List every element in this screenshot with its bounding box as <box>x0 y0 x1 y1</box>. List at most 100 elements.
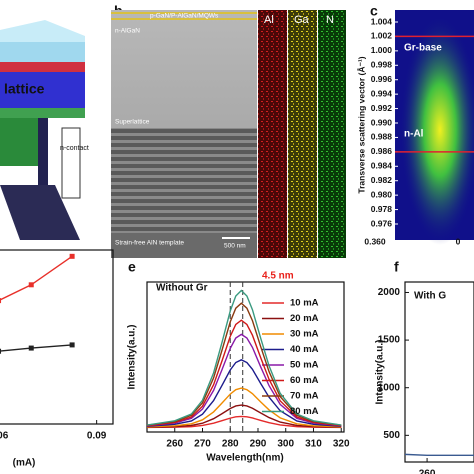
series-line <box>404 453 474 457</box>
layer <box>0 72 85 108</box>
panel-letter: e <box>128 259 136 275</box>
layer <box>0 20 85 42</box>
panel-letter: c <box>370 3 378 19</box>
y-tick-label: 0.984 <box>371 161 393 171</box>
map-label: Gr-base <box>404 43 442 54</box>
y-tick-label: 0.994 <box>371 88 393 98</box>
legend-label: 70 mA <box>290 391 319 402</box>
series-line <box>0 344 73 352</box>
x-tick-label: 280 <box>222 439 239 450</box>
series-line <box>0 255 73 301</box>
panel-a: lattice n-contact <box>0 20 89 240</box>
contact-label: n-contact <box>60 145 89 152</box>
layer <box>0 108 85 118</box>
y-tick-label: 0.990 <box>371 117 393 127</box>
series-line <box>146 289 342 426</box>
x-axis-label: (mA) <box>13 458 36 469</box>
map-intensity <box>400 15 474 245</box>
y-tick-label: 0.996 <box>371 74 393 84</box>
annotation: 4.5 nm <box>262 271 294 282</box>
panel-b: b p-GaN/P-AlGaN/MQWs n-AlGaN Superlattic… <box>111 3 346 258</box>
stripe <box>111 18 257 20</box>
edx-map <box>258 10 287 258</box>
plot-frame <box>404 281 474 463</box>
y-tick-label: 2000 <box>378 287 401 298</box>
sem-label: Superlattice <box>115 119 150 126</box>
y-tick-label: 0.998 <box>371 60 393 70</box>
legend-label: 50 mA <box>290 360 319 371</box>
series-line <box>146 333 342 427</box>
edx-label: Ga <box>294 14 310 26</box>
legend-label: 30 mA <box>290 329 319 340</box>
x-tick-label: 0 <box>456 236 461 246</box>
edx-map <box>288 10 317 258</box>
sem-label: p-GaN/P-AlGaN/MQWs <box>150 13 219 20</box>
data-point <box>28 282 34 288</box>
data-point <box>69 253 75 259</box>
mesa <box>0 118 38 166</box>
x-tick-label: 320 <box>333 439 350 450</box>
annotation: With G <box>414 291 446 302</box>
data-point <box>69 342 75 348</box>
sem-label: Strain-free AlN template <box>115 240 184 247</box>
y-axis-label: Intensity(a.u.) <box>375 339 386 404</box>
data-point <box>0 348 2 354</box>
x-tick-label: 290 <box>250 439 267 450</box>
x-tick-label: 0.06 <box>0 431 9 442</box>
y-tick-label: 0.978 <box>371 204 393 214</box>
y-tick-label: 1.000 <box>371 45 393 55</box>
x-tick-label: 0.360 <box>364 236 386 246</box>
y-tick-label: 0.992 <box>371 103 393 113</box>
x-tick-label: 270 <box>194 439 211 450</box>
y-tick-label: 0.980 <box>371 189 393 199</box>
series-line <box>146 359 342 428</box>
stripe <box>111 12 257 14</box>
panel: 260 270 280 290 300 310 320 Wavelength(nm) Inten… <box>127 259 350 464</box>
edx-label: N <box>326 14 334 26</box>
layer <box>0 42 85 62</box>
substrate <box>0 185 80 240</box>
y-axis-label: Transverse scattering vector (Å⁻¹) <box>356 56 366 193</box>
x-tick-label: 260 <box>419 469 436 474</box>
plot-frame <box>146 281 345 433</box>
panel-c: c Transverse scattering vector (Å⁻¹) 0.3… <box>356 3 474 246</box>
y-tick-label: 1000 <box>378 382 401 393</box>
panel: 260 500 1000 1500 2000 Intensity(a.u.) f With G <box>375 259 474 474</box>
y-tick-label: 0.976 <box>371 218 393 228</box>
y-tick-label: 0.982 <box>371 175 393 185</box>
plot-frame <box>0 249 114 425</box>
y-axis-label: Intensity(a.u.) <box>127 324 138 389</box>
legend-label: 60 mA <box>290 375 319 386</box>
layer-label: lattice <box>4 81 45 97</box>
contact <box>61 127 81 199</box>
layer <box>0 62 85 72</box>
map-label: n-Al <box>404 129 424 140</box>
edx-map <box>318 10 346 258</box>
sem-label: n-AlGaN <box>115 28 140 35</box>
legend-label: 10 mA <box>290 298 319 309</box>
legend-label: 20 mA <box>290 313 319 324</box>
x-axis-label: Wavelength(nm) <box>206 453 283 464</box>
x-tick-label: 310 <box>305 439 322 450</box>
scale-label: 500 nm <box>224 243 246 250</box>
series-line <box>146 404 342 429</box>
annotation: Without Gr <box>156 283 208 294</box>
data-point <box>28 345 34 351</box>
x-tick-label: 300 <box>277 439 294 450</box>
series-line <box>146 319 342 427</box>
data-point <box>0 298 2 304</box>
y-tick-label: 1.004 <box>371 16 393 26</box>
series-line <box>146 387 342 428</box>
pillar <box>38 118 48 230</box>
superlattice <box>111 128 257 233</box>
panel-letter: f <box>394 259 399 275</box>
legend-label: 80 mA <box>290 406 319 417</box>
y-tick-label: 500 <box>383 430 400 441</box>
x-tick-label: 260 <box>166 439 183 450</box>
legend-label: 40 mA <box>290 344 319 355</box>
series-line <box>146 302 342 426</box>
y-tick-label: 1500 <box>378 335 401 346</box>
y-tick-label: 0.988 <box>371 132 393 142</box>
